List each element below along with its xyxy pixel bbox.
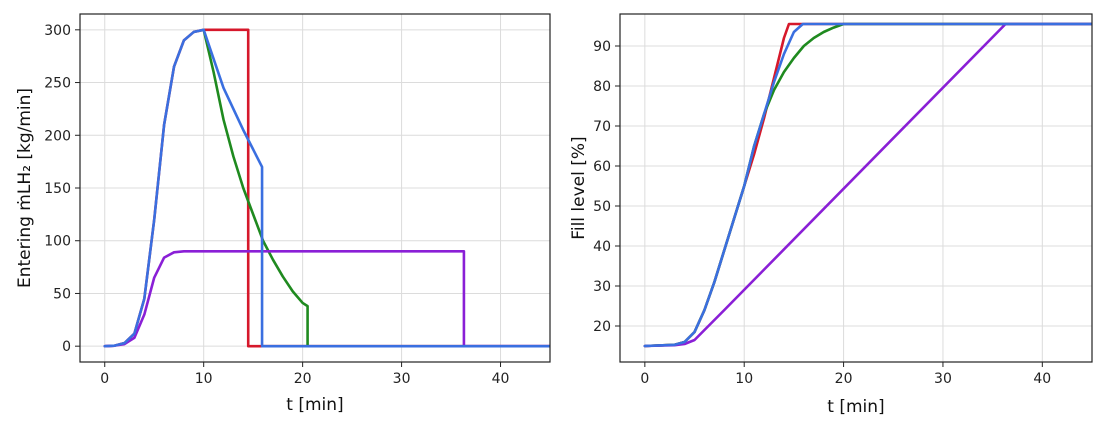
inflow-chart: 0 10 20 30 40 0 50 100 150 200 250 300 t [min] Ente… <box>15 13 551 415</box>
inflow-chart-x-tick-label: 30 <box>393 371 411 387</box>
fill-level-chart-y-tick-label: 30 <box>593 279 611 295</box>
inflow-chart-y-tick-label: 150 <box>44 181 71 197</box>
fill-level-chart-y-tick-label: 40 <box>593 239 611 255</box>
fill-level-chart-x-axis-label: t [min] <box>827 397 884 417</box>
inflow-chart-x-axis-label: t [min] <box>286 395 343 415</box>
inflow-chart-series <box>103 28 550 348</box>
inflow-chart-series-blue-line <box>103 28 550 348</box>
inflow-chart-y-tick-label: 100 <box>44 234 71 250</box>
inflow-chart-x-tick-label: 20 <box>294 371 312 387</box>
fill-level-chart-x-tick-label: 10 <box>735 371 753 387</box>
inflow-chart-y-axis-label: Entering ṁLH₂ [kg/min] <box>15 88 35 288</box>
fill-level-chart-series-red-line <box>643 22 1092 348</box>
fill-level-chart-grid <box>620 14 1092 362</box>
inflow-chart-series-purple-line <box>103 249 550 348</box>
fill-level-chart-y-tick-label: 50 <box>593 199 611 215</box>
fill-level-chart-series-green-line <box>643 22 1092 348</box>
fill-level-chart-x-tick-label: 20 <box>835 371 853 387</box>
fill-level-chart-ticks: 0 10 20 30 40 20 30 40 50 60 70 80 90 <box>593 39 1051 387</box>
fill-level-chart-series-purple-line <box>643 22 1092 348</box>
fill-level-chart-y-tick-label: 80 <box>593 79 611 95</box>
fill-level-chart-y-tick-label: 90 <box>593 39 611 55</box>
inflow-chart-y-tick-label: 300 <box>44 23 71 39</box>
inflow-chart-ticks: 0 10 20 30 40 0 50 100 150 200 250 300 <box>44 23 509 387</box>
inflow-chart-x-tick-label: 40 <box>492 371 510 387</box>
fill-level-chart: 0 10 20 30 40 20 30 40 50 60 70 80 90 t [min] Fill l… <box>569 13 1093 417</box>
inflow-chart-x-tick-label: 10 <box>195 371 213 387</box>
inflow-chart-y-tick-label: 0 <box>62 339 71 355</box>
fill-level-chart-frame <box>619 13 1093 363</box>
inflow-chart-y-tick-label: 250 <box>44 76 71 92</box>
fill-level-chart-y-axis-label: Fill level [%] <box>569 136 589 239</box>
fill-level-chart-x-tick-label: 0 <box>640 371 649 387</box>
inflow-chart-y-tick-label: 50 <box>53 286 71 302</box>
fill-level-chart-series <box>643 22 1092 348</box>
inflow-chart-x-tick-label: 0 <box>100 371 109 387</box>
inflow-chart-grid <box>80 14 550 362</box>
fill-level-chart-series-blue-line <box>643 22 1092 348</box>
fill-level-chart-x-tick-label: 40 <box>1033 371 1051 387</box>
fill-level-chart-y-tick-label: 70 <box>593 119 611 135</box>
fill-level-chart-y-tick-label: 20 <box>593 319 611 335</box>
fill-level-chart-x-tick-label: 30 <box>934 371 952 387</box>
fill-level-chart-y-tick-label: 60 <box>593 159 611 175</box>
inflow-chart-y-tick-label: 200 <box>44 128 71 144</box>
